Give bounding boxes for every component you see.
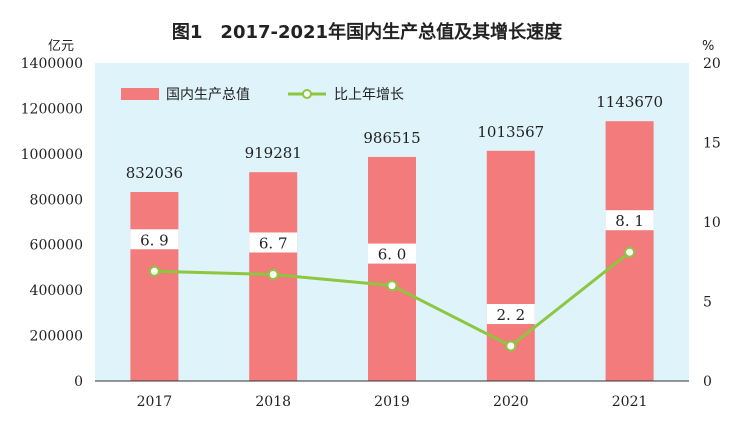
left-tick-label: 1400000 <box>21 56 83 72</box>
growth-value-label: 6. 7 <box>259 234 288 252</box>
right-axis-unit: % <box>702 39 714 54</box>
left-tick-label: 1000000 <box>21 147 83 163</box>
right-tick-label: 15 <box>703 136 721 152</box>
left-tick-label: 1200000 <box>21 101 83 117</box>
gdp-bar <box>368 156 416 381</box>
growth-label-bg <box>368 243 416 264</box>
chart-title: 图1 2017-2021年国内生产总值及其增长速度 <box>172 21 563 43</box>
growth-value-label: 8. 1 <box>615 212 644 230</box>
x-tick-label: 2018 <box>255 394 291 410</box>
left-tick-label: 200000 <box>30 329 83 345</box>
gdp-value-label: 986515 <box>363 129 420 147</box>
gdp-value-label: 919281 <box>245 144 302 162</box>
growth-value-label: 6. 9 <box>140 231 169 249</box>
x-tick-label: 2019 <box>374 394 410 410</box>
gdp-value-label: 1013567 <box>477 123 544 141</box>
legend-label-gdp: 国内生产总值 <box>166 87 250 103</box>
growth-point <box>386 280 398 292</box>
right-axis-ticks: 0 5 10 15 20 <box>703 56 721 390</box>
legend-label-growth: 比上年增长 <box>334 87 404 103</box>
left-tick-label: 600000 <box>30 238 83 254</box>
left-axis-unit: 亿元 <box>48 39 74 54</box>
x-axis-ticks: 2017 2018 2019 2020 2021 <box>137 394 648 410</box>
right-tick-label: 0 <box>703 374 712 390</box>
x-tick-label: 2017 <box>137 394 173 410</box>
x-tick-label: 2020 <box>493 394 529 410</box>
left-tick-label: 0 <box>74 374 83 390</box>
growth-labels: 6. 9 6. 7 6. 0 2. 2 8. 1 <box>130 210 654 325</box>
growth-point <box>267 268 279 280</box>
gdp-value-label: 1143670 <box>596 93 663 111</box>
growth-label-bg <box>605 210 654 231</box>
gdp-bar-labels: 832036 919281 986515 1013567 1143670 <box>126 93 663 182</box>
growth-value-label: 2. 2 <box>496 306 525 324</box>
left-tick-label: 800000 <box>30 192 83 208</box>
legend: 国内生产总值 比上年增长 <box>121 87 404 103</box>
left-axis-ticks: 0 200000 400000 600000 800000 1000000 1200000 1… <box>21 56 83 390</box>
legend-swatch-gdp <box>121 88 159 100</box>
right-tick-label: 5 <box>703 295 712 311</box>
growth-label-bg <box>130 229 179 250</box>
legend-marker-growth <box>302 89 312 99</box>
gdp-bar <box>130 192 179 381</box>
growth-point <box>505 340 517 352</box>
growth-points <box>148 246 636 352</box>
growth-value-label: 6. 0 <box>378 246 407 264</box>
gdp-value-label: 832036 <box>126 164 183 182</box>
growth-point <box>624 246 636 258</box>
left-tick-label: 400000 <box>30 283 83 299</box>
x-tick-label: 2021 <box>612 394 648 410</box>
growth-label-bg <box>486 304 535 325</box>
right-tick-label: 20 <box>703 56 721 72</box>
right-tick-label: 10 <box>703 215 721 231</box>
growth-label-bg <box>249 232 298 253</box>
growth-point <box>148 265 160 277</box>
